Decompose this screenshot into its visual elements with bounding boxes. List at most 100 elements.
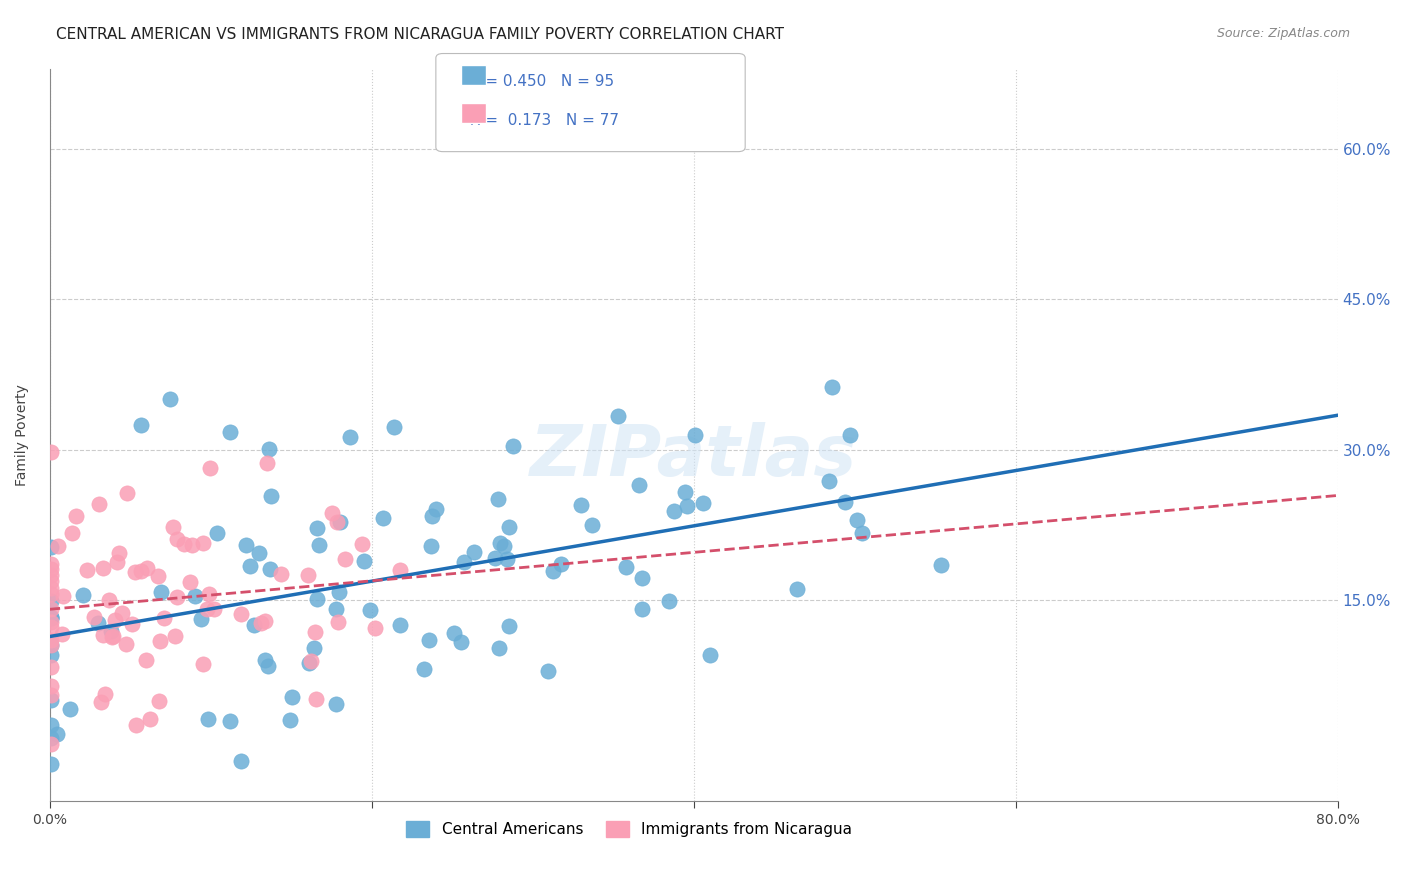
Point bbox=[329, 516, 352, 530]
Point bbox=[105, 555, 128, 569]
Point bbox=[328, 585, 350, 599]
Point bbox=[325, 602, 347, 616]
Point bbox=[146, 568, 169, 582]
Legend: Central Americans, Immigrants from Nicaragua: Central Americans, Immigrants from Nicar… bbox=[399, 814, 860, 845]
Point bbox=[46, 539, 69, 553]
Point bbox=[72, 588, 94, 602]
Point bbox=[218, 425, 240, 439]
Point bbox=[692, 495, 714, 509]
Point bbox=[89, 497, 111, 511]
Point bbox=[350, 537, 373, 551]
Point bbox=[498, 619, 520, 633]
Point bbox=[86, 615, 108, 630]
Point bbox=[41, 620, 63, 634]
Point bbox=[41, 445, 63, 459]
Y-axis label: Family Poverty: Family Poverty bbox=[15, 384, 30, 485]
Point bbox=[537, 665, 560, 679]
Point bbox=[359, 603, 381, 617]
Point bbox=[190, 612, 212, 626]
Point bbox=[325, 697, 347, 711]
Point bbox=[304, 641, 326, 656]
Point bbox=[111, 606, 134, 620]
Point bbox=[193, 536, 215, 550]
Text: R = 0.450   N = 95: R = 0.450 N = 95 bbox=[460, 74, 614, 89]
Point bbox=[163, 629, 186, 643]
Point bbox=[219, 714, 242, 729]
Point bbox=[502, 439, 524, 453]
Point bbox=[149, 634, 172, 648]
Point bbox=[179, 575, 201, 590]
Point bbox=[851, 526, 873, 541]
Point bbox=[259, 562, 281, 576]
Point bbox=[675, 499, 697, 513]
Point bbox=[41, 648, 63, 662]
Point bbox=[321, 506, 343, 520]
Point bbox=[243, 618, 266, 632]
Point bbox=[418, 632, 440, 647]
Point bbox=[191, 657, 214, 671]
Point bbox=[420, 508, 443, 523]
Point bbox=[335, 551, 357, 566]
Point bbox=[41, 581, 63, 595]
Point bbox=[280, 713, 302, 727]
Point bbox=[41, 611, 63, 625]
Point bbox=[388, 563, 411, 577]
Point bbox=[550, 557, 572, 571]
Point bbox=[256, 456, 278, 470]
Point bbox=[492, 539, 515, 553]
Point bbox=[198, 587, 221, 601]
Point bbox=[65, 508, 87, 523]
Point bbox=[382, 420, 405, 434]
Point bbox=[94, 687, 117, 701]
Point bbox=[148, 694, 170, 708]
Point bbox=[159, 392, 181, 407]
Text: CENTRAL AMERICAN VS IMMIGRANTS FROM NICARAGUA FAMILY POVERTY CORRELATION CHART: CENTRAL AMERICAN VS IMMIGRANTS FROM NICA… bbox=[56, 27, 785, 42]
Point bbox=[98, 592, 121, 607]
Point bbox=[41, 638, 63, 652]
Point bbox=[304, 625, 326, 640]
Point bbox=[41, 660, 63, 674]
Point bbox=[259, 489, 281, 503]
Point bbox=[202, 601, 225, 615]
Point bbox=[371, 511, 394, 525]
Point bbox=[139, 712, 162, 726]
Point bbox=[631, 571, 654, 585]
Point bbox=[786, 582, 808, 596]
Point bbox=[486, 491, 509, 506]
Point bbox=[305, 521, 328, 535]
Point bbox=[41, 574, 63, 589]
Point bbox=[166, 532, 188, 546]
Point bbox=[484, 550, 506, 565]
Point bbox=[125, 717, 148, 731]
Point bbox=[281, 690, 304, 705]
Point bbox=[541, 564, 564, 578]
Point bbox=[231, 607, 253, 622]
Point bbox=[41, 562, 63, 576]
Point bbox=[305, 692, 328, 706]
Point bbox=[658, 594, 681, 608]
Point bbox=[101, 630, 124, 644]
Point bbox=[41, 615, 63, 629]
Text: Source: ZipAtlas.com: Source: ZipAtlas.com bbox=[1216, 27, 1350, 40]
Point bbox=[41, 737, 63, 751]
Point bbox=[124, 565, 146, 579]
Point bbox=[153, 611, 176, 625]
Point bbox=[250, 615, 273, 630]
Point bbox=[205, 525, 228, 540]
Point bbox=[41, 717, 63, 731]
Point bbox=[339, 430, 361, 444]
Point bbox=[270, 566, 292, 581]
Point bbox=[821, 380, 844, 394]
Point bbox=[308, 538, 330, 552]
Point bbox=[60, 525, 83, 540]
Point bbox=[41, 633, 63, 648]
Point bbox=[41, 693, 63, 707]
Point bbox=[673, 484, 696, 499]
Point bbox=[131, 564, 153, 578]
Point bbox=[173, 536, 195, 550]
Point bbox=[699, 648, 721, 662]
Point bbox=[121, 616, 143, 631]
Point bbox=[166, 590, 188, 604]
Point bbox=[41, 638, 63, 652]
Point bbox=[181, 539, 204, 553]
